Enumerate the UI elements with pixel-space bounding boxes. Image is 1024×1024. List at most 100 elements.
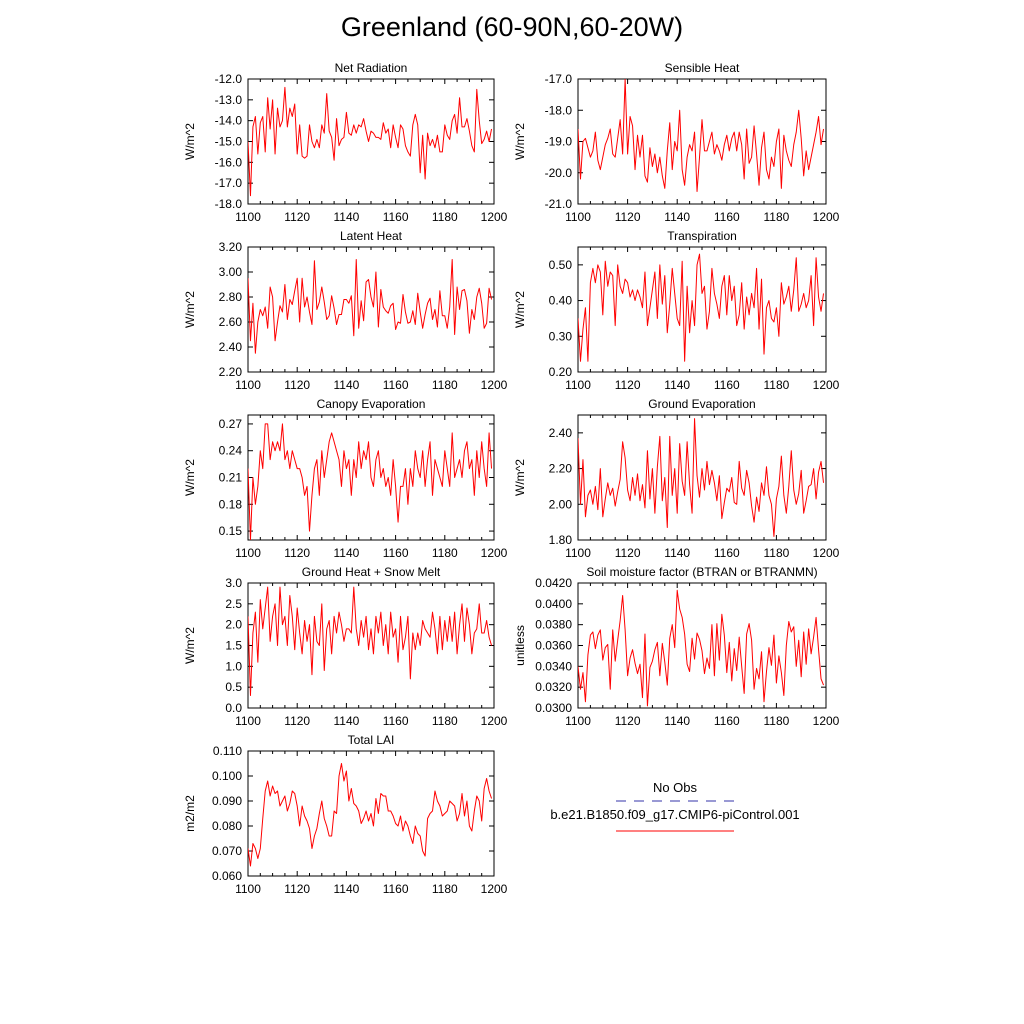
- y-tick-label: 0.080: [212, 819, 242, 833]
- series-line: [248, 763, 493, 867]
- legend-case-label: b.e21.B1850.f09_g17.CMIP6-piControl.001: [550, 807, 799, 822]
- legend: No Obs b.e21.B1850.f09_g17.CMIP6-piContr…: [550, 780, 800, 832]
- x-tick-label: 1140: [333, 546, 359, 560]
- x-tick-label: 1140: [664, 714, 690, 728]
- y-tick-label: -20.0: [545, 166, 573, 180]
- y-tick-label: 0.24: [219, 444, 243, 458]
- series-line: [248, 586, 493, 696]
- x-tick-label: 1100: [565, 546, 591, 560]
- x-tick-label: 1180: [432, 882, 458, 896]
- series-line: [578, 79, 825, 192]
- x-tick-label: 1120: [284, 714, 310, 728]
- x-tick-label: 1140: [333, 378, 359, 392]
- panel-title: Transpiration: [667, 229, 737, 243]
- x-tick-label: 1160: [383, 210, 409, 224]
- y-tick-label: 0.50: [549, 258, 573, 272]
- panel-3: Latent Heat 1100 1120 1140 1160 1180 1200 2.20 2…: [183, 229, 508, 392]
- series-line: [578, 253, 825, 362]
- x-tick-label: 1160: [714, 210, 740, 224]
- x-tick-label: 1100: [235, 714, 261, 728]
- x-tick-label: 1180: [763, 546, 789, 560]
- y-tick-label: 0.27: [219, 417, 243, 431]
- series-line: [578, 589, 824, 707]
- x-tick-label: 1120: [615, 546, 641, 560]
- x-tick-label: 1160: [714, 546, 740, 560]
- panel-title: Net Radiation: [335, 61, 408, 75]
- x-tick-label: 1180: [432, 546, 458, 560]
- x-tick-label: 1120: [615, 378, 641, 392]
- x-tick-label: 1200: [481, 546, 508, 560]
- panel-7: Ground Heat + Snow Melt 1100 1120 1140 1160 1…: [183, 565, 508, 728]
- y-tick-label: 0.0400: [535, 597, 572, 611]
- y-tick-label: -17.0: [215, 176, 243, 190]
- y-axis-label: W/m^2: [513, 123, 527, 160]
- y-tick-label: 0.0360: [535, 639, 572, 653]
- series-line: [248, 423, 493, 540]
- x-tick-label: 1120: [615, 714, 641, 728]
- y-tick-label: 2.60: [219, 315, 243, 329]
- x-tick-label: 1140: [664, 210, 690, 224]
- y-tick-label: -21.0: [545, 197, 573, 211]
- y-tick-label: 0.100: [212, 769, 242, 783]
- plot-frame: [247, 78, 495, 205]
- x-tick-label: 1100: [235, 882, 261, 896]
- y-tick-label: 0.15: [219, 524, 243, 538]
- y-tick-label: 0.0420: [535, 576, 572, 590]
- y-axis-label: W/m^2: [183, 123, 197, 160]
- x-tick-label: 1200: [481, 714, 508, 728]
- y-tick-label: 2.40: [219, 340, 243, 354]
- panel-title: Latent Heat: [340, 229, 403, 243]
- y-tick-label: 0.0300: [535, 701, 572, 715]
- plot-frame: [247, 246, 495, 373]
- y-axis-label: W/m^2: [183, 291, 197, 328]
- x-tick-label: 1180: [763, 714, 789, 728]
- y-tick-label: -12.0: [215, 72, 243, 86]
- series-line: [248, 259, 493, 354]
- panel-title: Total LAI: [348, 733, 395, 747]
- y-tick-label: -15.0: [215, 135, 243, 149]
- y-tick-label: 0.5: [225, 680, 242, 694]
- y-tick-label: 2.0: [225, 618, 242, 632]
- x-tick-label: 1160: [383, 882, 409, 896]
- y-tick-label: 3.00: [219, 265, 243, 279]
- y-tick-label: 0.0: [225, 701, 242, 715]
- x-tick-label: 1120: [284, 378, 310, 392]
- y-tick-label: -13.0: [215, 93, 243, 107]
- y-tick-label: 1.80: [549, 533, 573, 547]
- x-tick-label: 1140: [664, 378, 690, 392]
- y-tick-label: -16.0: [215, 155, 243, 169]
- x-tick-label: 1100: [565, 378, 591, 392]
- y-axis-label: m2/m2: [183, 795, 197, 832]
- y-tick-label: 0.0380: [535, 618, 572, 632]
- x-tick-label: 1180: [432, 714, 458, 728]
- y-tick-label: 0.060: [212, 869, 242, 883]
- panel-title: Soil moisture factor (BTRAN or BTRANMN): [586, 565, 817, 579]
- x-tick-label: 1100: [565, 714, 591, 728]
- y-tick-label: 0.0340: [535, 659, 572, 673]
- x-tick-label: 1140: [664, 546, 690, 560]
- plot-frame: [577, 246, 827, 373]
- y-tick-label: 2.20: [219, 365, 243, 379]
- series-line: [578, 418, 825, 537]
- x-tick-label: 1180: [432, 378, 458, 392]
- x-tick-label: 1180: [763, 210, 789, 224]
- x-tick-label: 1120: [284, 546, 310, 560]
- x-tick-label: 1140: [333, 882, 359, 896]
- y-axis-label: W/m^2: [183, 459, 197, 496]
- x-tick-label: 1200: [813, 210, 840, 224]
- y-tick-label: 0.090: [212, 794, 242, 808]
- x-tick-label: 1200: [481, 210, 508, 224]
- panel-6: Ground Evaporation 1100 1120 1140 1160 1180 12…: [513, 397, 840, 560]
- y-tick-label: -17.0: [545, 72, 573, 86]
- y-tick-label: 2.80: [219, 290, 243, 304]
- x-tick-label: 1100: [235, 546, 261, 560]
- y-tick-label: 0.30: [549, 329, 573, 343]
- y-axis-label: W/m^2: [513, 459, 527, 496]
- y-tick-label: 1.0: [225, 659, 242, 673]
- x-tick-label: 1160: [383, 714, 409, 728]
- x-tick-label: 1160: [383, 546, 409, 560]
- y-axis-label: W/m^2: [183, 627, 197, 664]
- x-tick-label: 1200: [481, 378, 508, 392]
- y-tick-label: 3.0: [225, 576, 242, 590]
- x-tick-label: 1140: [333, 714, 359, 728]
